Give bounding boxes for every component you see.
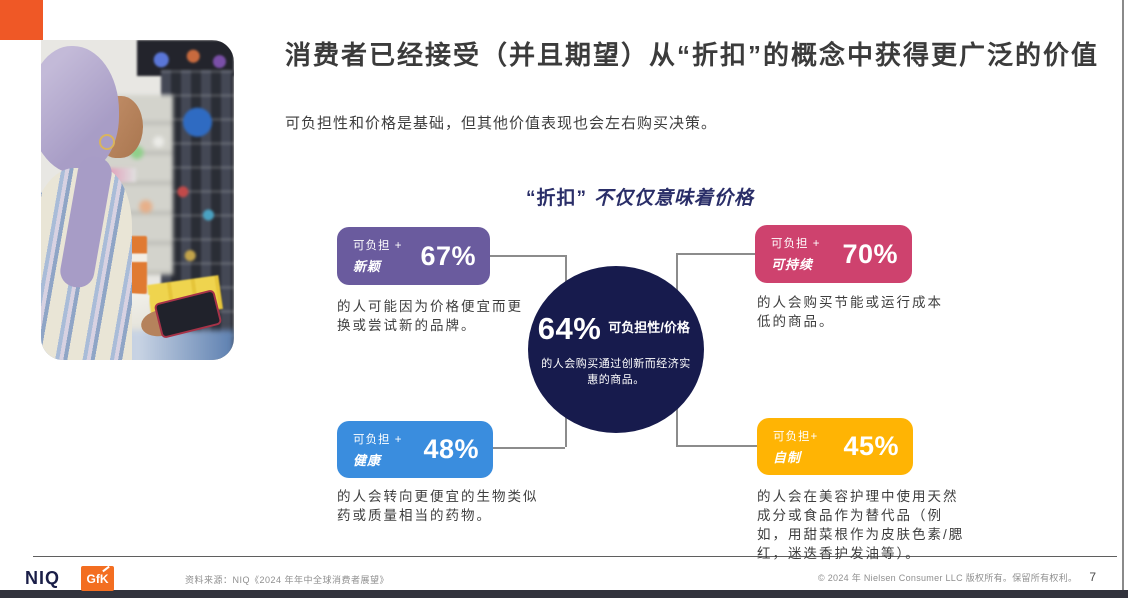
diagram-heading-rest: 不仅仅意味着价格 xyxy=(594,188,755,209)
node-novelty-value: 67% xyxy=(420,240,476,271)
corner-accent-square xyxy=(0,0,43,40)
slide-subtitle: 可负担性和价格是基础，但其他价值表现也会左右购买决策。 xyxy=(285,115,718,132)
node-novelty-keyword: 新颖 xyxy=(353,259,382,274)
node-novelty-labels: 可负担 + 新颖 xyxy=(353,237,402,275)
node-health-keyword: 健康 xyxy=(353,452,382,468)
connector-bottom-left xyxy=(493,447,565,449)
node-sustainable-labels: 可负担 + 可持续 xyxy=(771,235,820,273)
node-homemade-keyword: 自制 xyxy=(773,449,802,465)
node-box-novelty: 可负担 + 新颖 67% xyxy=(337,227,490,285)
node-sustainable-prefix: 可负担 + xyxy=(771,238,821,250)
node-homemade-labels: 可负担+ 自制 xyxy=(773,428,818,466)
circle-value: 64% xyxy=(537,310,602,346)
node-sustainable-description: 的人会购买节能或运行成本低的商品。 xyxy=(757,295,943,329)
circle-stat-row: 64% 可负担性/价格 xyxy=(538,311,695,347)
node-box-sustainable: 可负担 + 可持续 70% xyxy=(755,225,912,283)
footer-divider xyxy=(33,556,1117,557)
slide-bottom-bar xyxy=(0,590,1128,598)
gfk-logo: GfK xyxy=(81,566,114,591)
node-sustainable-keyword: 可持续 xyxy=(771,257,814,272)
source-note: 资料来源：NIQ《2024 年年中全球消费者展望》 xyxy=(185,575,390,585)
diagram-heading: “折扣” 不仅仅意味着价格 xyxy=(400,183,880,210)
node-novelty-description: 的人可能因为价格便宜而更换或尝试新的品牌。 xyxy=(337,299,523,333)
slide-right-border xyxy=(1122,0,1124,590)
page-number: 7 xyxy=(1089,570,1096,584)
node-health-prefix: 可负担 + xyxy=(353,433,403,446)
photo-shopper-headscarf xyxy=(41,46,119,174)
node-sustainable-value: 70% xyxy=(842,238,898,269)
footer-right-group: © 2024 年 Nielsen Consumer LLC 版权所有。保留所有权… xyxy=(818,570,1096,584)
node-health-description: 的人会转向更便宜的生物类似药或质量相当的药物。 xyxy=(337,489,539,523)
store-shopper-photo xyxy=(41,40,234,360)
copyright-note: © 2024 年 Nielsen Consumer LLC 版权所有。保留所有权… xyxy=(818,572,1078,583)
connector-bottom-right xyxy=(676,445,757,447)
photo-store-sign xyxy=(137,40,234,76)
niq-logo: NIQ xyxy=(25,568,61,588)
circle-label: 可负担性/价格 xyxy=(608,320,690,336)
connector-top-left xyxy=(490,255,565,257)
node-health-labels: 可负担 + 健康 xyxy=(353,431,402,469)
center-circle-affordability: 64% 可负担性/价格 的人会购买通过创新而经济实惠的商品。 xyxy=(528,266,704,433)
photo-shopper-earring xyxy=(99,134,115,150)
node-homemade-prefix: 可负担+ xyxy=(773,430,819,443)
node-homemade-value: 45% xyxy=(843,431,899,461)
connector-top-right xyxy=(676,253,755,255)
node-homemade-description: 的人会在美容护理中使用天然成分或食品作为替代品（例如，用甜菜根作为皮肤色素/腮红… xyxy=(757,489,965,561)
node-box-homemade: 可负担+ 自制 45% xyxy=(757,418,913,475)
circle-description: 的人会购买通过创新而经济实惠的商品。 xyxy=(541,357,691,387)
node-novelty-prefix: 可负担 + xyxy=(353,240,403,252)
diagram-heading-quote: “折扣” xyxy=(525,188,587,209)
node-health-value: 48% xyxy=(423,434,479,464)
slide-title: 消费者已经接受（并且期望）从“折扣”的概念中获得更广泛的价值 xyxy=(285,40,1100,70)
node-box-health: 可负担 + 健康 48% xyxy=(337,421,493,478)
